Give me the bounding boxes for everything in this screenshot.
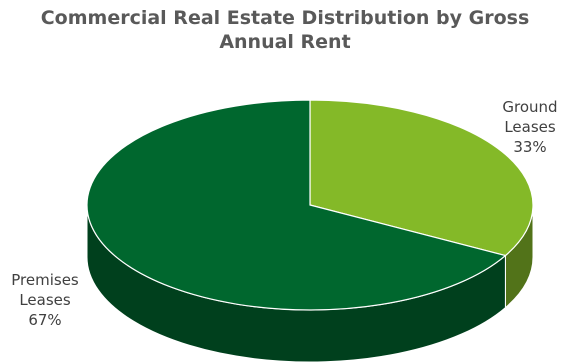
pie-label-1: Premises Leases 67% <box>11 271 79 329</box>
pie-category-label-1: Leases <box>19 291 71 309</box>
pie-slice-1[interactable] <box>86 99 507 311</box>
pie-value-label-0: 33% <box>513 138 546 156</box>
pie-category-label-0: Leases <box>504 118 556 136</box>
pie-labels: Ground Leases 33% Premises Leases 67% <box>11 98 557 329</box>
chart-title: Commercial Real Estate Distribution by G… <box>0 6 570 54</box>
chart-title-line-2: Annual Rent <box>219 31 351 53</box>
pie-category-label-1: Premises <box>11 271 79 289</box>
pie-slice-0[interactable] <box>309 99 534 257</box>
pie-slices <box>86 99 534 311</box>
pie-category-label-0: Ground <box>502 98 557 116</box>
chart-title-line-1: Commercial Real Estate Distribution by G… <box>40 7 530 29</box>
pie-value-label-1: 67% <box>28 311 61 329</box>
pie-label-0: Ground Leases 33% <box>502 98 557 156</box>
